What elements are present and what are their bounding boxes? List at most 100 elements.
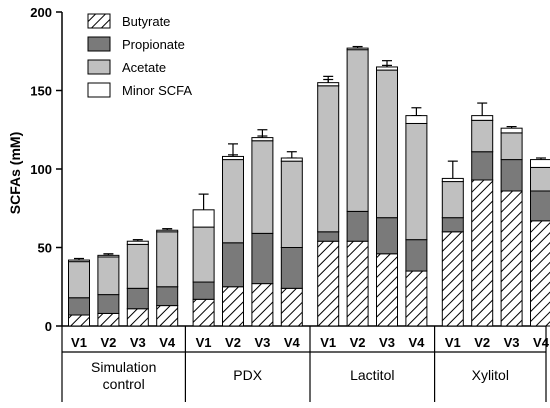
x-tick-label: V3 <box>254 335 270 350</box>
bar-segment-acetate <box>346 49 369 212</box>
bar-segment-butyrate <box>251 283 274 327</box>
x-tick-label: V2 <box>225 335 241 350</box>
x-tick-label: V4 <box>408 335 425 350</box>
bar-segment-butyrate <box>68 314 90 327</box>
bar-segment-minor-scfa <box>441 177 464 183</box>
bar-segment-butyrate <box>97 312 120 327</box>
group-label: Xylitol <box>472 367 509 383</box>
group-label: Lactitol <box>350 367 394 383</box>
y-tick-label: 200 <box>30 5 52 20</box>
bar-segment-propionate <box>126 287 149 310</box>
legend-label: Butyrate <box>122 14 170 29</box>
x-tick-label: V1 <box>196 335 212 350</box>
bar-segment-propionate <box>405 239 428 272</box>
x-tick-label: V3 <box>504 335 520 350</box>
bar-segment-propionate <box>97 294 120 314</box>
x-tick-label: V1 <box>320 335 336 350</box>
x-tick-label: V2 <box>100 335 116 350</box>
bar-segment-propionate <box>471 151 494 181</box>
bar-segment-butyrate <box>317 240 340 327</box>
plot-area: 0 50 100 150 200 V1 V2 V3 V4 V1 V2 V3 V4 V1 V2 V3 V4 V1 V2… <box>30 5 550 402</box>
bar-segment-acetate <box>68 261 90 299</box>
bar-segment-minor-scfa <box>156 229 179 233</box>
x-tick-label: V1 <box>445 335 461 350</box>
bar-segment-butyrate <box>156 305 179 327</box>
bar-segment-butyrate <box>126 308 149 327</box>
legend-swatch-minor-scfa <box>87 82 111 98</box>
bar-segment-propionate <box>500 159 523 192</box>
x-tick-label: V3 <box>130 335 146 350</box>
bar-segment-minor-scfa <box>317 82 340 87</box>
legend-label: Propionate <box>122 37 185 52</box>
bar-segment-minor-scfa <box>530 159 550 168</box>
bar-segment-minor-scfa <box>97 254 120 258</box>
bar-segment-butyrate <box>500 190 523 327</box>
bar-segment-propionate <box>192 281 215 300</box>
bar-segment-acetate <box>192 226 215 283</box>
y-tick-label: 100 <box>30 162 52 177</box>
bar-segment-minor-scfa <box>68 259 90 263</box>
bar-segment-acetate <box>97 256 120 296</box>
bar-segment-butyrate <box>376 253 398 327</box>
x-tick-label: V4 <box>284 335 301 350</box>
group-label: PDX <box>233 367 262 383</box>
y-tick-label: 50 <box>38 241 52 256</box>
bar-segment-propionate <box>251 232 274 285</box>
bar-segment-acetate <box>441 181 464 219</box>
bar-segment-minor-scfa <box>471 115 494 121</box>
x-tick-label: V4 <box>159 335 176 350</box>
y-tick-label: 0 <box>45 319 52 334</box>
bar-segment-minor-scfa <box>222 155 244 161</box>
bar-segment-acetate <box>222 159 244 244</box>
bar-segment-butyrate <box>471 179 494 327</box>
bar-segment-propionate <box>317 231 340 242</box>
bar-segment-propionate <box>530 190 550 222</box>
bar-segment-acetate <box>317 85 340 233</box>
bar-segment-minor-scfa <box>376 66 398 71</box>
bar-segment-propionate <box>222 242 244 288</box>
legend-swatch-acetate <box>87 59 111 75</box>
bar-segment-acetate <box>126 243 149 289</box>
bar-segment-minor-scfa <box>500 127 523 134</box>
bar-segment-butyrate <box>530 220 550 327</box>
bar-segment-butyrate <box>441 231 464 327</box>
bar-segment-propionate <box>68 297 90 316</box>
x-tick-label: V1 <box>71 335 87 350</box>
bar-segment-propionate <box>376 217 398 255</box>
group-label: control <box>103 376 145 392</box>
legend: Butyrate Propionate Acetate Minor SCFA <box>87 13 192 98</box>
legend-label: Acetate <box>122 60 166 75</box>
bar-segment-acetate <box>405 122 428 241</box>
bar-segment-acetate <box>530 166 550 192</box>
bar-segment-minor-scfa <box>280 157 303 162</box>
x-tick-label: V2 <box>474 335 490 350</box>
bar-segment-acetate <box>500 132 523 161</box>
bar-segment-butyrate <box>192 298 215 327</box>
x-tick-label: V4 <box>533 335 550 350</box>
bar-segment-propionate <box>280 247 303 289</box>
bar-segment-minor-scfa <box>126 240 149 245</box>
legend-swatch-butyrate <box>87 13 111 29</box>
bar-segment-propionate <box>346 210 369 242</box>
legend-label: Minor SCFA <box>122 83 192 98</box>
bar-segment-butyrate <box>222 286 244 327</box>
bar-segment-butyrate <box>346 240 369 327</box>
bar-segment-acetate <box>280 160 303 248</box>
bar-segment-butyrate <box>405 270 428 327</box>
bar-segment-acetate <box>376 69 398 219</box>
group-label: Simulation <box>91 359 156 375</box>
legend-swatch-propionate <box>87 36 111 52</box>
x-tick-label: V3 <box>379 335 395 350</box>
bar-segment-minor-scfa <box>346 47 369 51</box>
bar-segment-acetate <box>156 231 179 288</box>
y-axis-title: SCFAs (mM) <box>7 132 23 214</box>
bar-segment-minor-scfa <box>192 209 215 228</box>
bar-segment-acetate <box>251 140 274 234</box>
bar-segment-minor-scfa <box>405 115 428 124</box>
bar-segment-minor-scfa <box>251 137 274 142</box>
y-tick-label: 150 <box>30 84 52 99</box>
bar-segment-acetate <box>471 119 494 153</box>
bar-segment-propionate <box>156 286 179 307</box>
